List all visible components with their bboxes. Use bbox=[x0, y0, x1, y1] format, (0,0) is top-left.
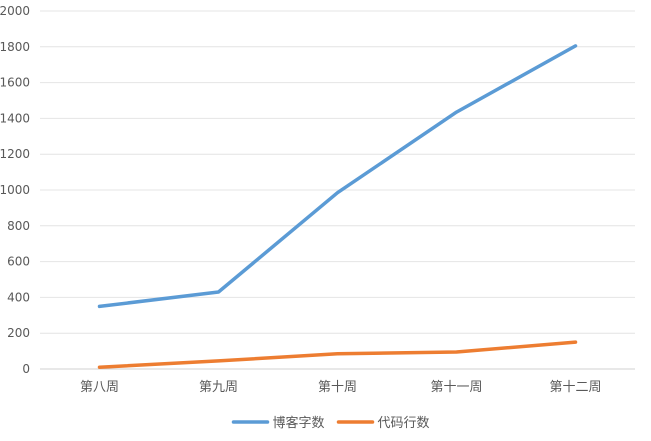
x-category-label-3: 第十一周 bbox=[430, 380, 482, 395]
y-tick-label-1200: 1200 bbox=[0, 147, 30, 161]
y-tick-label-200: 200 bbox=[7, 326, 30, 340]
y-tick-label-1000: 1000 bbox=[0, 183, 30, 197]
series-line-1 bbox=[97, 340, 578, 369]
legend-item-1: 代码行数 bbox=[336, 416, 430, 431]
x-category-label-2: 第十周 bbox=[318, 380, 357, 395]
series-lines bbox=[97, 44, 578, 369]
y-tick-label-1800: 1800 bbox=[0, 40, 30, 54]
series-line-0 bbox=[97, 44, 578, 309]
x-category-label-0: 第八周 bbox=[80, 380, 119, 395]
y-tick-label-2000: 2000 bbox=[0, 4, 30, 18]
legend: 博客字数 代码行数 bbox=[231, 415, 430, 431]
legend-label-0: 博客字数 bbox=[273, 415, 325, 431]
y-axis-tick-labels: 0 200 400 600 800 1000 1200 1400 1600 1800 2000 bbox=[0, 4, 30, 376]
legend-label-1: 代码行数 bbox=[378, 416, 430, 431]
x-category-label-1: 第九周 bbox=[199, 380, 238, 395]
y-tick-label-0: 0 bbox=[22, 362, 30, 376]
legend-item-0: 博客字数 bbox=[231, 415, 325, 431]
y-tick-label-800: 800 bbox=[7, 219, 30, 233]
y-tick-label-1600: 1600 bbox=[0, 76, 30, 90]
y-tick-label-1400: 1400 bbox=[0, 111, 30, 125]
x-axis-category-labels: 第八周 第九周 第十周 第十一周 第十二周 bbox=[80, 380, 602, 395]
y-tick-label-400: 400 bbox=[7, 290, 30, 304]
x-category-label-4: 第十二周 bbox=[549, 380, 601, 395]
gridlines bbox=[40, 10, 635, 370]
y-tick-label-600: 600 bbox=[7, 255, 30, 269]
